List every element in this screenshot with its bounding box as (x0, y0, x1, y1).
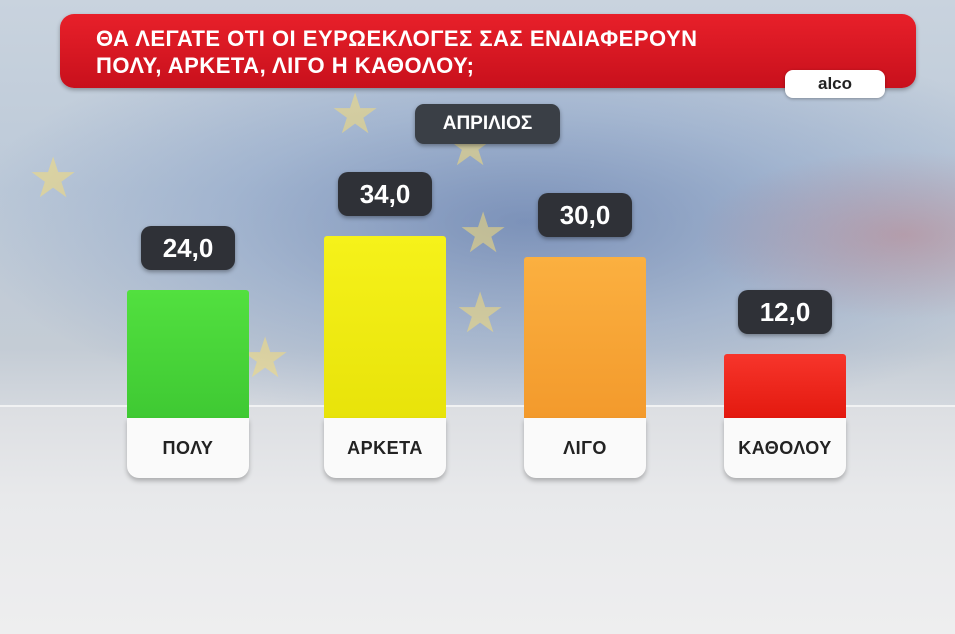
data-label-2: 34,0 (338, 172, 432, 216)
star-icon: ★ (455, 281, 506, 344)
bar-4 (724, 353, 846, 418)
chart-title: ΘΑ ΛΕΓΑΤΕ ΟΤΙ ΟΙ ΕΥΡΩΕΚΛΟΓΕΣ ΣΑΣ ΕΝΔΙΑΦΕ… (96, 26, 698, 78)
category-label-3: ΛΙΓΟ (524, 418, 646, 478)
star-icon: ★ (28, 146, 79, 209)
data-label-1: 24,0 (141, 225, 235, 270)
bar-1 (127, 289, 249, 418)
title-banner: ΘΑ ΛΕΓΑΤΕ ΟΤΙ ΟΙ ΕΥΡΩΕΚΛΟΓΕΣ ΣΑΣ ΕΝΔΙΑΦΕ… (60, 14, 916, 88)
floor-highlight (0, 405, 955, 407)
category-label-1: ΠΟΛΥ (127, 418, 249, 478)
star-icon: ★ (458, 201, 509, 264)
bar-2 (324, 236, 446, 418)
period-badge: ΑΠΡΙΛΙΟΣ (415, 104, 560, 144)
data-label-4: 12,0 (738, 289, 832, 334)
source-badge: alco (785, 70, 885, 98)
data-label-3: 30,0 (538, 193, 632, 238)
category-label-4: ΚΑΘΟΛΟΥ (724, 418, 846, 478)
star-icon: ★ (330, 82, 381, 145)
category-label-2: ΑΡΚΕΤΑ (324, 418, 446, 478)
bar-3 (524, 257, 646, 418)
